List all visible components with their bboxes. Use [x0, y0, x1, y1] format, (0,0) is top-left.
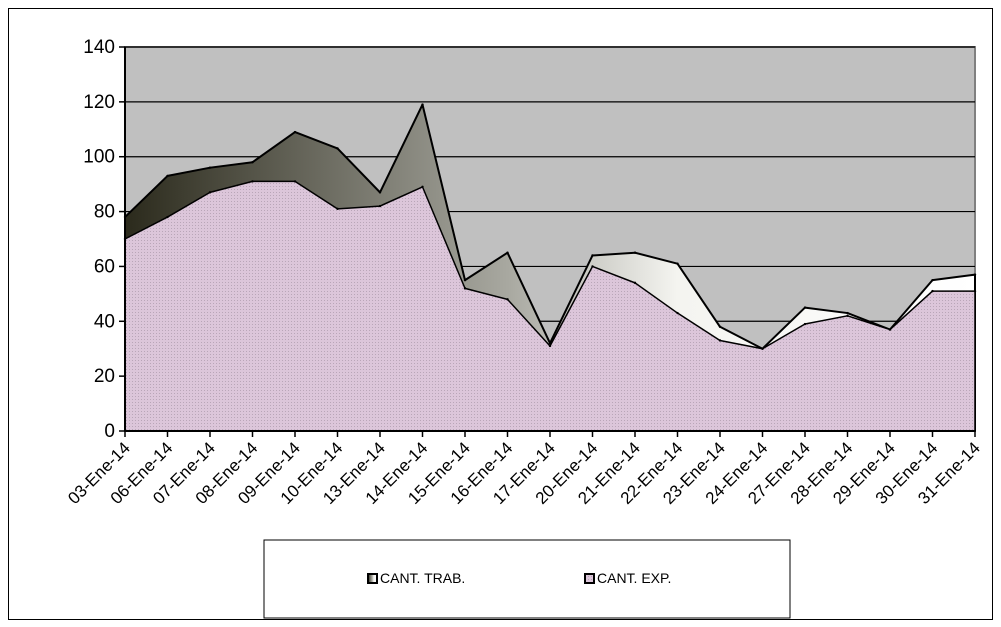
legend-swatch-cant-trab: [367, 573, 378, 584]
data-point-cant-trab: [421, 103, 424, 106]
data-point-cant-exp: [208, 191, 212, 194]
data-point-cant-exp: [251, 180, 254, 183]
data-point-cant-trab: [803, 306, 807, 309]
data-point-cant-trab: [676, 262, 679, 265]
data-point-cant-trab: [633, 251, 637, 254]
data-point-cant-exp: [803, 322, 807, 326]
series-area-cant-exp: [124, 180, 976, 432]
y-tick-label: 60: [94, 256, 115, 277]
data-point-cant-trab: [973, 273, 977, 276]
data-point-cant-exp: [846, 314, 849, 317]
data-point-cant-trab: [463, 278, 467, 282]
data-point-cant-exp: [718, 339, 722, 342]
data-point-cant-trab: [548, 342, 552, 345]
data-point-cant-exp: [591, 265, 594, 268]
chart-frame: 0 20 40 60 80 100 120 140 03-Ene-14 06-Ene-14 07-…: [8, 8, 993, 620]
y-tick-label: 0: [104, 421, 115, 442]
data-point-cant-trab: [378, 191, 382, 194]
data-point-cant-exp: [293, 180, 297, 183]
data-point-cant-trab: [591, 254, 594, 257]
data-point-cant-exp: [973, 289, 977, 293]
data-point-cant-exp: [548, 344, 552, 348]
data-point-cant-exp: [931, 289, 934, 293]
data-point-cant-exp: [336, 207, 339, 211]
y-tick-label: 100: [83, 147, 115, 168]
legend-swatch-cant-exp: [584, 573, 595, 584]
y-tick-label: 80: [94, 202, 115, 223]
data-point-cant-exp: [421, 185, 424, 189]
data-point-cant-trab: [251, 161, 254, 164]
data-point-cant-exp: [888, 328, 892, 331]
y-tick-label: 120: [83, 92, 115, 113]
data-point-cant-exp: [676, 311, 679, 315]
data-point-cant-trab: [718, 325, 722, 328]
data-point-cant-trab: [293, 130, 297, 134]
data-point-cant-trab: [846, 311, 849, 315]
y-tick-label: 20: [94, 366, 115, 387]
data-point-cant-trab: [166, 174, 169, 178]
data-point-cant-exp: [166, 215, 169, 219]
data-point-cant-exp: [761, 347, 764, 350]
data-point-cant-trab: [931, 278, 934, 282]
legend: CANT. TRAB. CANT. EXP.: [263, 539, 791, 619]
legend-label-cant-trab: CANT. TRAB.: [380, 570, 465, 586]
y-tick-label: 40: [94, 311, 115, 332]
data-point-cant-exp: [506, 298, 509, 301]
data-point-cant-trab: [506, 251, 509, 254]
data-point-cant-exp: [378, 204, 382, 208]
data-point-cant-trab: [208, 166, 212, 169]
y-tick-label: 140: [83, 37, 115, 58]
legend-box: [263, 539, 791, 619]
data-point-cant-trab: [336, 147, 339, 150]
legend-label-cant-exp: CANT. EXP.: [597, 570, 671, 586]
data-point-cant-exp: [633, 281, 637, 285]
data-point-cant-exp: [463, 287, 467, 290]
